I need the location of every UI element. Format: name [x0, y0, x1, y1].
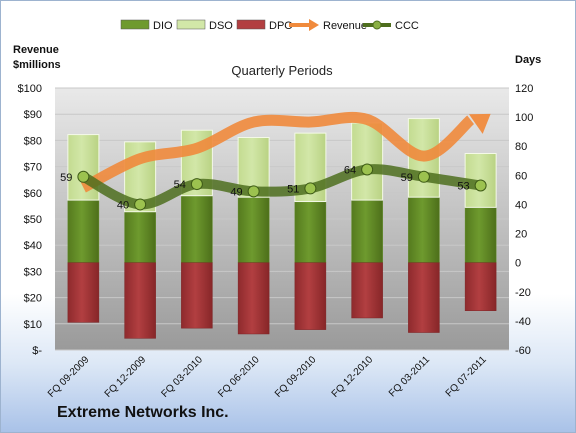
left-axis-tick: $50 [24, 214, 42, 226]
legend-swatch-dpo [236, 19, 266, 30]
bar-dpo [237, 262, 270, 335]
right-axis-tick: 40 [515, 199, 527, 211]
ccc-data-label: 51 [287, 183, 299, 195]
bar-dio [237, 196, 270, 263]
chart-title: Quarterly Periods [231, 63, 333, 78]
legend-swatch-revenue-arrow [309, 19, 319, 31]
ccc-marker [247, 185, 260, 198]
category-label: FQ 06-2010 [216, 354, 262, 400]
ccc-marker [361, 163, 374, 176]
category-label: FQ 03-2011 [387, 354, 432, 399]
category-label: FQ 12-2009 [103, 354, 149, 400]
bar-dso [67, 134, 100, 201]
left-axis-tick: $- [32, 345, 42, 357]
ccc-marker [417, 170, 430, 183]
bar-dpo [124, 262, 156, 339]
legend-label-ccc: CCC [395, 20, 419, 32]
right-axis-tick: 0 [515, 258, 521, 270]
ccc-marker [190, 178, 203, 191]
right-axis-tick: -20 [515, 287, 531, 299]
category-label: FQ 03-2010 [159, 354, 205, 400]
ccc-data-label: 59 [401, 172, 413, 184]
left-axis-tick: $60 [24, 188, 42, 200]
left-axis-tick: $90 [24, 109, 42, 121]
left-axis-tick: $20 [24, 293, 42, 305]
legend-swatch-dio [120, 19, 150, 30]
legend-label-dio: DIO [153, 20, 173, 32]
right-axis-tick: 80 [515, 141, 527, 153]
revenue-line [80, 111, 475, 193]
bar-dio [351, 199, 383, 263]
bar-dio [124, 211, 156, 263]
left-axis-tick: $70 [24, 162, 42, 174]
category-label: FQ 09-2010 [273, 354, 319, 400]
right-axis-title: Days [515, 54, 541, 66]
legend-label-dpo: DPO [269, 20, 293, 32]
bar-dso [351, 122, 384, 201]
left-axis-title: Revenue [13, 44, 59, 56]
bar-dio [408, 196, 440, 263]
left-axis-title: $millions [13, 59, 61, 71]
right-axis-tick: 60 [515, 170, 527, 182]
right-axis-tick: 100 [515, 112, 533, 124]
bar-dio [67, 199, 100, 263]
bar-dio [181, 195, 213, 263]
bar-dpo [181, 262, 213, 329]
bar-dio [464, 207, 497, 263]
ccc-data-label: 64 [344, 165, 356, 177]
category-label: FQ 12-2010 [330, 354, 376, 400]
ccc-data-label: 54 [174, 179, 186, 191]
right-axis-tick: 20 [515, 229, 527, 241]
right-axis-tick: -60 [515, 345, 531, 357]
bar-dpo [351, 262, 383, 319]
right-axis-tick: 120 [515, 83, 533, 95]
left-axis-tick: $80 [24, 135, 42, 147]
category-label: FQ 09-2009 [46, 354, 92, 400]
legend-swatch-ccc-marker [372, 20, 382, 30]
bar-dpo [67, 262, 100, 323]
left-axis-tick: $10 [24, 319, 42, 331]
revenue-arrowhead [468, 113, 491, 134]
legend-label-revenue: Revenue [323, 20, 367, 32]
bar-dio [294, 201, 327, 263]
left-axis-tick: $40 [24, 240, 42, 252]
ccc-data-label: 59 [60, 172, 72, 184]
ccc-data-label: 49 [230, 186, 242, 198]
bar-dpo [294, 262, 327, 330]
left-axis-tick: $100 [18, 83, 42, 95]
legend-label-dso: DSO [209, 20, 233, 32]
legend-swatch-dso [176, 19, 206, 30]
ccc-marker [474, 179, 487, 192]
ccc-data-label: 40 [117, 199, 129, 211]
bar-dpo [408, 262, 440, 333]
bar-dpo [464, 262, 497, 311]
category-label: FQ 07-2011 [444, 354, 489, 399]
ccc-marker [304, 182, 317, 195]
right-axis-tick: -40 [515, 316, 531, 328]
left-axis-tick: $30 [24, 266, 42, 278]
ccc-marker [134, 198, 147, 211]
ccc-data-label: 53 [457, 181, 469, 193]
company-name: Extreme Networks Inc. [57, 404, 229, 421]
ccc-marker [77, 170, 90, 183]
